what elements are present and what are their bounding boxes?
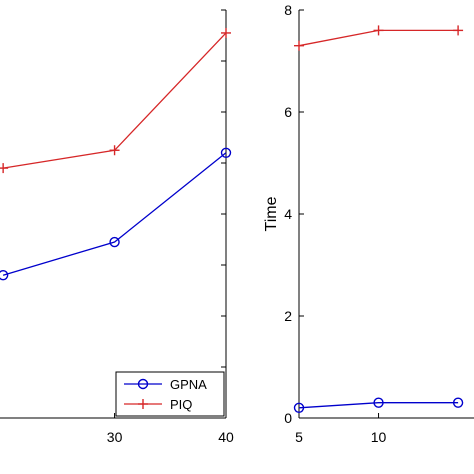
data-point-gpna [452, 397, 464, 408]
data-point-gpna [0, 270, 9, 281]
y-tick-label: 0 [284, 410, 292, 426]
series-group [0, 27, 232, 281]
legend-label-piq: PIQ [170, 397, 192, 412]
legend: GPNA PIQ [115, 371, 225, 417]
legend-label-gpna: GPNA [170, 377, 207, 392]
x-tick-label: 30 [107, 429, 123, 445]
y-tick-label: 4 [284, 206, 292, 222]
data-point-piq [221, 27, 231, 38]
series-group [293, 25, 464, 413]
legend-box [115, 371, 225, 417]
data-point-gpna [373, 397, 384, 408]
legend-marker-piq [138, 399, 148, 409]
data-point-gpna [109, 236, 120, 248]
data-point-piq [453, 25, 464, 36]
y-tick-label: 8 [284, 2, 292, 18]
y-tick-label: 6 [284, 104, 292, 120]
x-tick-label: 10 [371, 429, 387, 445]
data-point-piq [109, 145, 120, 156]
right-chart-panel: 5 10 0 2 4 6 8 Time [263, 2, 474, 445]
series-line-gpna [2, 152, 227, 276]
data-point-gpna [220, 147, 232, 159]
series-line-gpna [298, 402, 459, 409]
data-point-piq [0, 163, 9, 174]
data-point-piq [294, 40, 304, 51]
data-point-gpna [293, 402, 305, 413]
x-tick-label: 40 [218, 429, 234, 445]
legend-marker-gpna [137, 378, 149, 390]
x-tick-label: 5 [295, 429, 303, 445]
data-point-piq [373, 25, 384, 36]
y-tick-label: 2 [284, 308, 292, 324]
y-axis-title: Time [263, 196, 280, 231]
left-chart-panel: 3040tyGPNAPIQ [0, 9, 234, 445]
